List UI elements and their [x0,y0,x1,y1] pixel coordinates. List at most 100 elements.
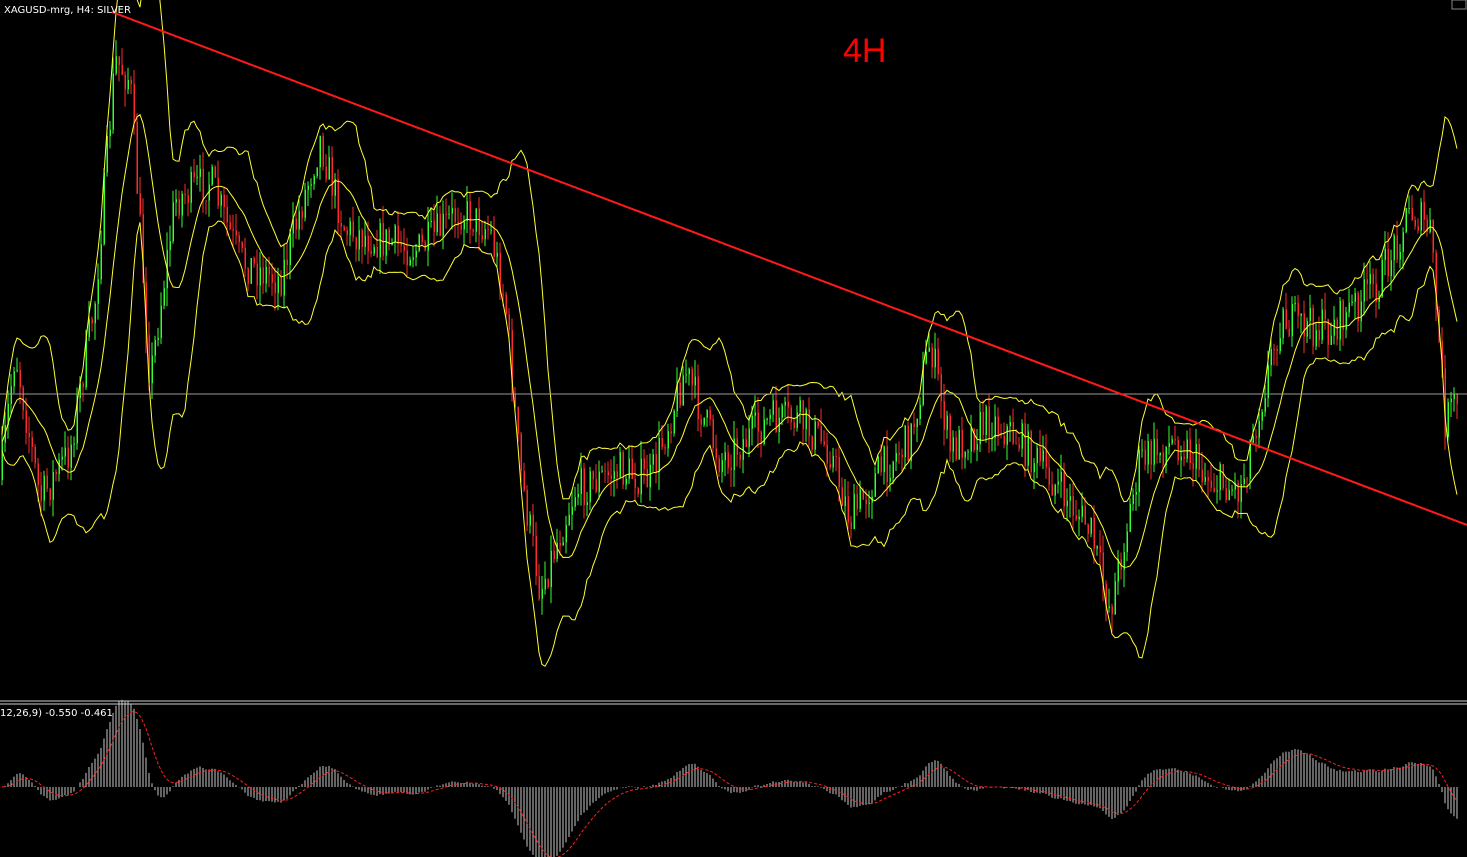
candle-body [625,478,627,485]
candle-body [892,461,894,478]
candle-body [127,79,129,90]
candle-body [1414,219,1416,227]
candle-body [775,400,777,433]
candle-body [1216,490,1218,492]
candle-body [1072,496,1074,516]
candle-body [1393,235,1395,261]
candle-body [787,401,789,408]
candle-body [613,471,615,479]
candle-body [1375,283,1377,302]
candle-body [517,407,519,434]
candle-body [460,224,462,230]
candle-body [649,464,651,488]
candle-body [958,430,960,460]
macd-pane [1,699,1458,857]
candle-body [148,335,150,384]
candle-body [1165,446,1167,465]
candle-body [1333,319,1335,336]
candle-body [1441,341,1443,369]
candle-body [214,166,216,178]
candle-body [121,64,123,75]
candle-body [1003,435,1005,445]
candle-body [283,259,285,296]
candle-body [637,488,639,495]
candle-body [187,195,189,203]
candle-body [496,252,498,257]
candle-body [1126,531,1128,553]
candle-body [1096,546,1098,549]
candle-body [736,438,738,455]
candle-body [454,208,456,223]
candle-body [118,56,120,65]
candle-body [1453,394,1455,399]
candle-body [1258,420,1260,438]
candle-body [508,314,510,331]
candle-body [931,347,933,368]
candle-body [34,446,36,464]
candle-body [997,416,999,435]
candle-body [1012,422,1014,444]
candle-body [751,415,753,429]
candle-body [811,436,813,450]
candle-body [1276,349,1278,352]
candle-body [1087,524,1089,534]
candle-body [1309,307,1311,322]
candle-body [526,490,528,526]
candle-body [1099,546,1101,553]
candle-body [1417,226,1419,231]
candle-body [49,488,51,500]
candle-body [238,235,240,243]
candle-body [595,479,597,492]
candle-body [1228,490,1230,501]
candle-body [58,459,60,474]
candle-body [898,452,900,455]
candle-body [988,406,990,439]
candle-body [277,276,279,293]
candle-body [799,400,801,413]
candle-body [415,250,417,258]
candle-body [7,403,9,426]
candle-body [1267,365,1269,399]
candle-body [670,431,672,434]
candle-body [1384,248,1386,260]
candle-body [586,502,588,506]
candle-body [910,423,912,462]
candle-body [1324,309,1326,320]
candle-body [271,274,273,283]
candle-body [1222,464,1224,489]
candle-body [814,421,816,450]
candle-body [541,589,543,599]
candle-body [961,430,963,458]
candle-body [880,456,882,473]
candle-body [1108,606,1110,609]
candle-body [622,452,624,485]
candle-body [1273,349,1275,351]
candle-body [1015,443,1017,445]
candle-body [949,415,951,452]
candle-body [925,351,927,364]
candle-body [1387,248,1389,277]
candle-body [1114,581,1116,615]
candle-body [451,208,453,214]
candle-body [115,56,117,74]
candle-body [829,463,831,468]
candle-body [1354,292,1356,302]
candle-body [1411,207,1413,220]
candle-body [592,471,594,480]
candle-body [559,542,561,546]
candle-body [346,230,348,236]
candle-body [952,437,954,452]
candle-body [1300,313,1302,316]
candle-body [265,266,267,284]
candle-body [1243,478,1245,484]
candle-body [142,214,144,283]
candle-body [1402,232,1404,252]
candle-body [1408,207,1410,209]
candle-body [967,451,969,453]
candle-body [91,319,93,324]
candle-body [67,447,69,468]
candle-body [1264,398,1266,412]
symbol-title: XAGUSD-mrg, H4: SILVER [4,5,131,16]
candle-body [616,471,618,478]
candle-body [124,74,126,90]
